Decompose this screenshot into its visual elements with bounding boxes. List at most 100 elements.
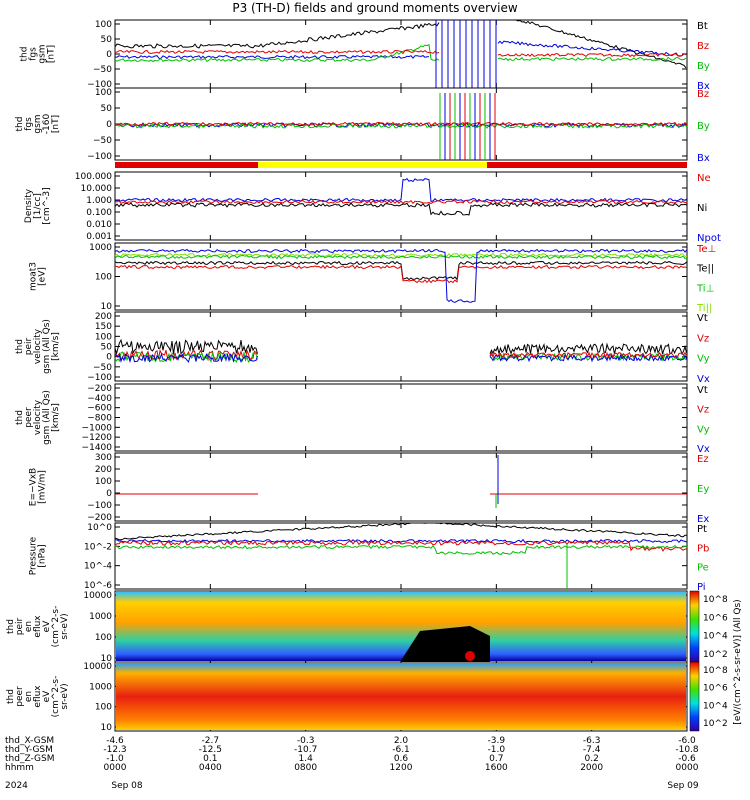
series-by [114, 43, 440, 63]
y-axis-label: [nPa] [38, 544, 48, 567]
series-bx [114, 54, 430, 60]
legend-bx: Bx [697, 81, 710, 92]
y-tick-label: 1000 [89, 682, 112, 692]
y-axis-label: Density [24, 188, 34, 223]
legend-vx: Vx [697, 374, 710, 385]
position-value: 0.1 [203, 754, 217, 764]
panel-3: 100.000 10.000 1.000 0.100 0.010 0.001 Density… [24, 171, 721, 244]
legend-by: By [697, 121, 710, 132]
region-bar-segment [487, 162, 687, 168]
series-vx [114, 352, 258, 364]
y-tick-label: −1000 [82, 423, 113, 433]
series-vt [114, 338, 258, 355]
series-by-tail [497, 56, 687, 62]
position-value: 2.0 [394, 736, 409, 746]
colorbar-tick-label: 10^4 [703, 701, 728, 711]
legend-vy: Vy [697, 354, 710, 365]
series-bx-tail [497, 40, 687, 57]
series-pe [114, 544, 688, 555]
position-value: -12.5 [199, 745, 222, 755]
series-by [114, 122, 688, 130]
y-tick-label: 300 [95, 453, 112, 463]
y-tick-label: 0.100 [86, 208, 112, 218]
y-tick-label: −200 [87, 513, 112, 523]
y-tick-label: −1400 [82, 443, 113, 453]
date-label-end: Sep 09 [667, 781, 699, 791]
y-tick-label: 0.010 [86, 220, 112, 230]
series-te-perp [115, 264, 688, 284]
series-npot [114, 248, 688, 303]
y-tick-label: 10000 [83, 662, 112, 672]
y-tick-label: −100 [87, 152, 112, 162]
panel-frame [114, 522, 688, 590]
position-row-label: thd_Z-GSM [5, 754, 54, 764]
panel-4: 1000 100 10 moat3 [eV] Te⊥ Te|| Ti⊥ Ti|| [29, 242, 716, 314]
y-axis-label: velocity [33, 399, 43, 435]
position-value: 0000 [104, 763, 127, 773]
position-value: -0.6 [678, 754, 696, 764]
y-axis-label: thd [15, 410, 25, 425]
y-tick-label: 1000 [89, 612, 112, 622]
legend-pt: Pt [697, 524, 707, 535]
y-tick-label: −100 [87, 501, 112, 511]
y-axis-label: en [24, 691, 34, 702]
region-bar [115, 162, 687, 168]
legend-bz: Bz [697, 89, 709, 100]
y-axis-label: moat3 [29, 262, 39, 291]
y-axis-label: -160 [42, 114, 52, 135]
y-axis-label: peer [15, 686, 25, 707]
series-ti-perp [114, 254, 688, 260]
colorbar-tick-label: 10^6 [703, 613, 728, 623]
position-row-label: thd_X-GSM [5, 736, 54, 746]
y-axis-label: Pressure [29, 536, 39, 575]
position-value: 0400 [199, 763, 222, 773]
legend-ti||: Ti|| [696, 303, 712, 314]
colorbar [689, 590, 700, 663]
y-tick-label: 100 [95, 633, 112, 643]
series-pt [114, 522, 687, 541]
y-tick-label: 100 [95, 20, 112, 30]
y-tick-label: 50 [101, 35, 113, 45]
y-tick-label: −50 [93, 65, 112, 75]
y-tick-label: 10000 [83, 591, 112, 601]
legend-vz: Vz [697, 333, 709, 344]
y-tick-label: 100 [95, 273, 112, 283]
y-axis-label: velocity [33, 328, 43, 364]
y-axis-label: [1/cc] [33, 193, 43, 219]
y-tick-label: 0 [106, 489, 112, 499]
series-npot [114, 178, 688, 203]
series-bz-tail [497, 52, 687, 58]
legend-pb: Pb [697, 543, 709, 554]
position-row-label: thd_Y-GSM [5, 745, 53, 755]
y-tick-label: 10^0 [87, 523, 112, 533]
position-value: -6.0 [678, 736, 696, 746]
colorbar-tick-label: 10^8 [703, 595, 728, 605]
position-value: -10.7 [294, 745, 317, 755]
legend-vy: Vy [697, 424, 710, 435]
y-axis-label: sr-eV) [60, 613, 70, 639]
plot-title: P3 (TH-D) fields and ground moments over… [232, 1, 518, 15]
position-value: 0.7 [489, 754, 503, 764]
y-tick-label: 10^-2 [84, 542, 112, 552]
legend-ne: Ne [697, 173, 711, 184]
panel-6: −200−400−600−800−1000−1200−1400 thd peer ve… [15, 383, 710, 455]
panel-frame [114, 383, 688, 452]
position-value: -3.9 [488, 736, 506, 746]
y-axis-label: [mV/m] [38, 470, 48, 504]
y-axis-label: eV [42, 690, 52, 703]
legend-ez: Ez [697, 454, 709, 465]
series-pb [114, 539, 688, 552]
position-value: 1600 [485, 763, 508, 773]
y-axis-label: eflux [33, 685, 43, 708]
y-tick-label: 0 [106, 50, 112, 60]
position-value: -12.3 [103, 745, 126, 755]
panel-frame [114, 452, 688, 522]
y-axis-label: gsm [33, 114, 43, 133]
y-tick-label: 100 [95, 88, 112, 98]
date-label-start: Sep 08 [111, 781, 143, 791]
y-tick-label: 50 [101, 343, 113, 353]
colorbar-tick-label: 10^4 [703, 632, 728, 642]
y-tick-label: 10 [101, 654, 113, 664]
series-vt-late [489, 342, 687, 356]
